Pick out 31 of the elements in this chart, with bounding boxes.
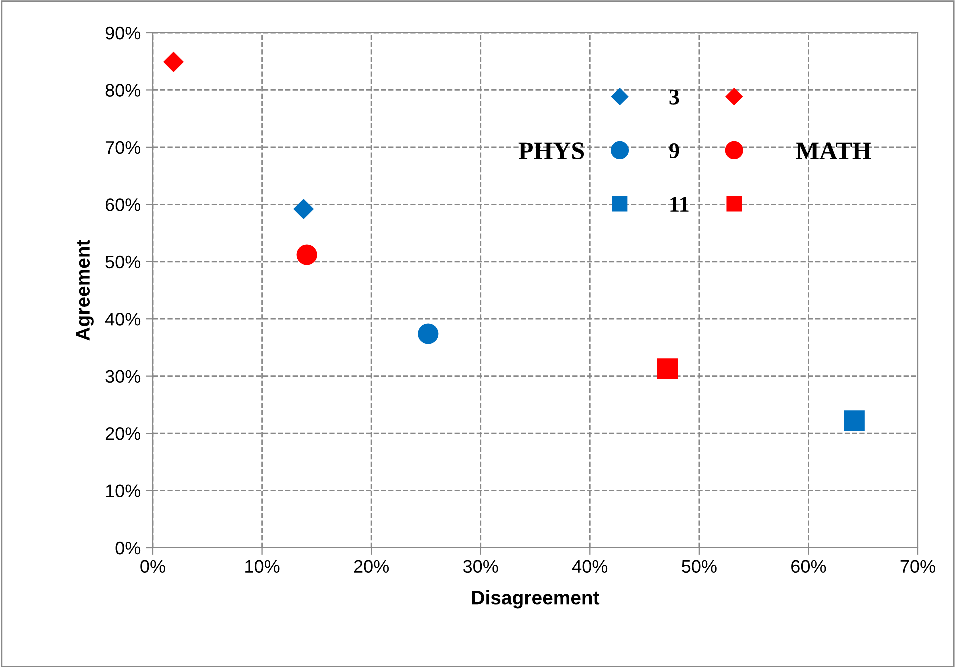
y-tick-label: 60%: [106, 198, 141, 212]
x-tick-label: 60%: [792, 560, 826, 574]
y-tick-label: 10%: [106, 484, 141, 498]
point: [657, 358, 678, 380]
x-tick-label: 50%: [682, 560, 717, 574]
point: [163, 52, 184, 72]
annotation: PHYS: [518, 142, 584, 160]
legend-label: 3: [670, 90, 680, 105]
legend-label: 9: [670, 144, 680, 158]
y-tick-label: 40%: [105, 313, 141, 326]
x-tick-label: 10%: [246, 560, 280, 574]
y-tick-label: 20%: [106, 427, 141, 440]
x-axis-title: Disagreement: [472, 590, 600, 609]
x-tick-label: 70%: [900, 560, 936, 574]
x-tick-label: 0%: [140, 560, 166, 574]
y-tick-label: 30%: [106, 370, 141, 384]
y-tick-label: 80%: [106, 84, 141, 97]
y-tick-label: 0%: [116, 542, 141, 555]
y-tick-label: 50%: [106, 256, 141, 269]
point: [294, 198, 314, 220]
y-axis-title: Agreement: [76, 240, 94, 341]
y-tick-label: 90%: [106, 26, 141, 40]
annotation: MATH: [796, 142, 872, 160]
legend-label: 11: [670, 197, 689, 212]
x-tick-label: 20%: [354, 560, 389, 574]
point: [296, 244, 318, 266]
point: [844, 410, 865, 432]
x-tick-label: 40%: [572, 560, 608, 574]
point: [418, 324, 439, 344]
y-tick-label: 70%: [106, 141, 141, 154]
x-tick-label: 30%: [463, 560, 498, 574]
